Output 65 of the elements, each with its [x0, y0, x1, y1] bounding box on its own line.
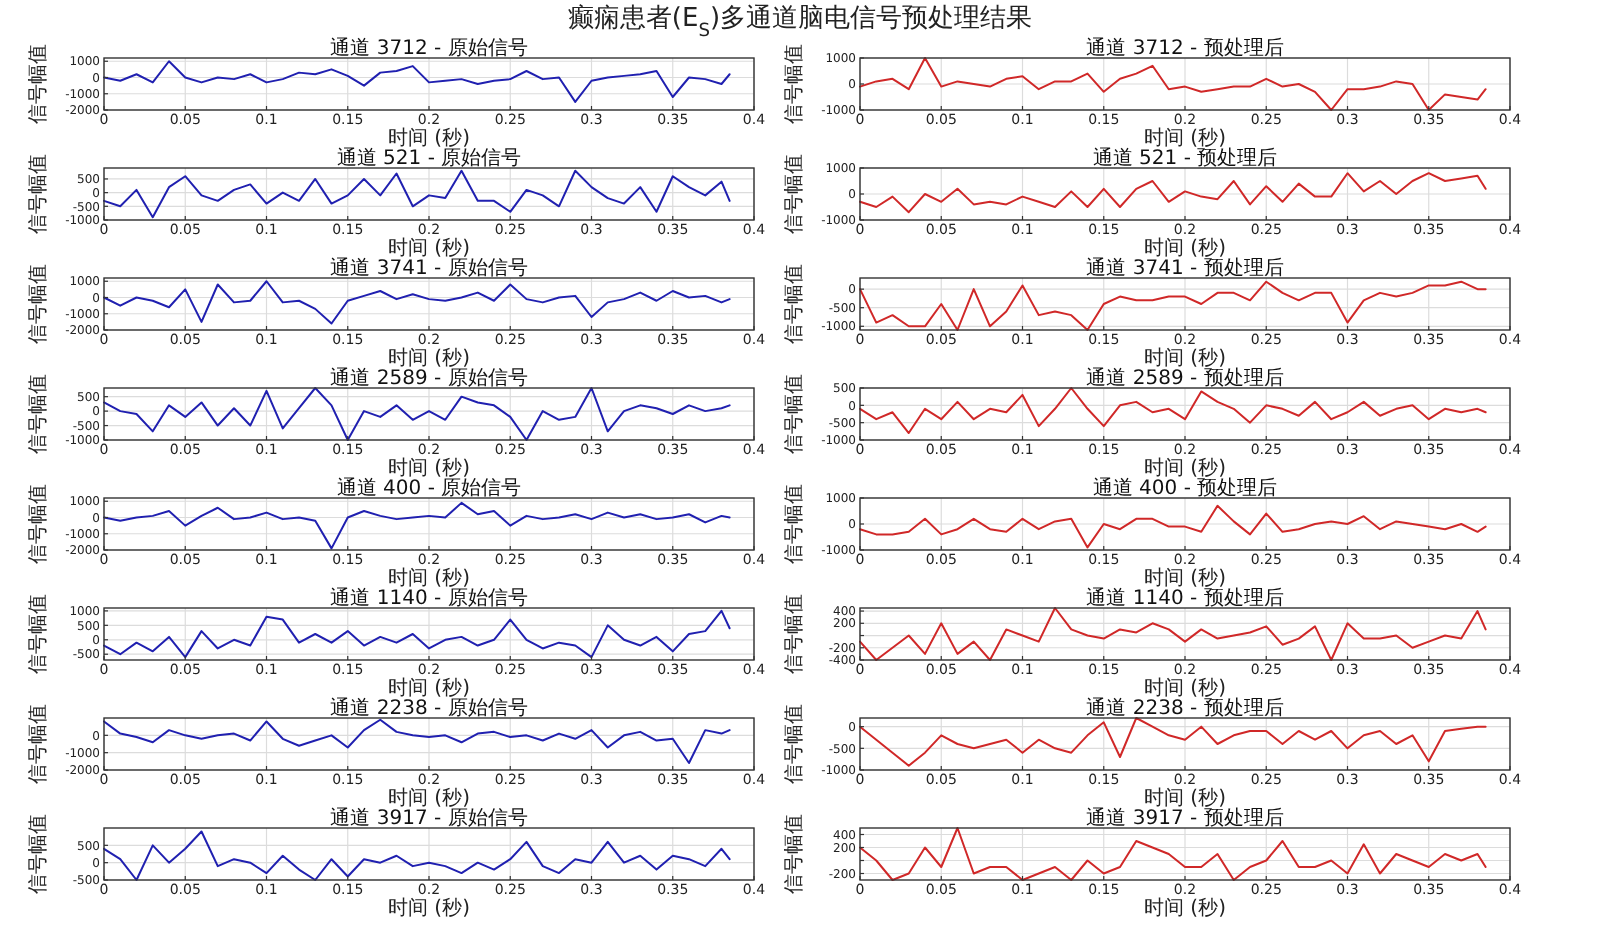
y-axis-title: 信号幅值 [26, 264, 50, 344]
y-axis-title: 信号幅值 [782, 484, 806, 564]
chart-title: 通道 1140 - 预处理后 [1086, 586, 1284, 610]
line-series [103, 609, 731, 659]
x-axis-title: 时间 (秒) [388, 456, 471, 480]
chart-title: 通道 1140 - 原始信号 [330, 586, 528, 610]
x-axis-title: 时间 (秒) [1144, 786, 1227, 810]
line-series [859, 827, 1487, 881]
y-axis-title: 信号幅值 [782, 264, 806, 344]
x-axis-title: 时间 (秒) [388, 786, 471, 810]
x-axis-title: 时间 (秒) [388, 566, 471, 590]
y-axis-title: 信号幅值 [26, 44, 50, 124]
line-series [859, 607, 1487, 661]
x-axis-title: 时间 (秒) [1144, 346, 1227, 370]
y-axis-title: 信号幅值 [26, 484, 50, 564]
chart-title: 通道 3712 - 预处理后 [1086, 36, 1284, 60]
y-axis-title: 信号幅值 [782, 704, 806, 784]
chart-title: 通道 400 - 原始信号 [336, 476, 522, 500]
chart-title: 通道 2589 - 预处理后 [1086, 366, 1284, 390]
y-axis-title: 信号幅值 [782, 154, 806, 234]
x-axis-title: 时间 (秒) [388, 236, 471, 260]
x-axis-title: 时间 (秒) [388, 676, 471, 700]
y-axis-title: 信号幅值 [26, 814, 50, 894]
line-series [103, 387, 731, 441]
x-axis-title: 时间 (秒) [388, 346, 471, 370]
x-axis-title: 时间 (秒) [1144, 236, 1227, 260]
line-series [859, 387, 1487, 435]
x-axis-title: 时间 (秒) [1144, 566, 1227, 590]
line-series [103, 501, 731, 550]
y-axis-title: 信号幅值 [26, 704, 50, 784]
chart-title: 通道 521 - 预处理后 [1092, 146, 1278, 170]
line-series [859, 717, 1487, 767]
chart-title: 通道 3741 - 预处理后 [1086, 256, 1284, 280]
chart-title: 通道 2238 - 原始信号 [330, 696, 528, 720]
y-axis-title: 信号幅值 [782, 374, 806, 454]
x-axis-title: 时间 (秒) [1144, 676, 1227, 700]
y-axis-title: 信号幅值 [26, 594, 50, 674]
y-axis-title: 信号幅值 [782, 814, 806, 894]
x-axis-title: 时间 (秒) [1144, 126, 1227, 150]
y-axis-title: 信号幅值 [26, 154, 50, 234]
line-series [103, 169, 731, 219]
text: 癫痫患者(E$_{S}$)多通道脑电信号预处理结果 [567, 4, 1033, 42]
line-series [859, 57, 1487, 111]
x-axis-title: 时间 (秒) [388, 896, 471, 920]
x-axis-title: 时间 (秒) [388, 126, 471, 150]
x-axis-title: 时间 (秒) [1144, 896, 1227, 920]
chart-title: 通道 2238 - 预处理后 [1086, 696, 1284, 720]
x-axis-title: 时间 (秒) [1144, 456, 1227, 480]
chart-title: 通道 400 - 预处理后 [1092, 476, 1278, 500]
line-series [859, 172, 1487, 214]
y-axis-title: 信号幅值 [782, 594, 806, 674]
line-series [103, 830, 731, 881]
chart-title: 通道 3917 - 原始信号 [330, 806, 528, 830]
chart-title: 通道 521 - 原始信号 [336, 146, 522, 170]
chart-title: 通道 2589 - 原始信号 [330, 366, 528, 390]
line-series [103, 60, 731, 103]
chart-title: 通道 3741 - 原始信号 [330, 256, 528, 280]
y-axis-title: 信号幅值 [782, 44, 806, 124]
y-axis-title: 信号幅值 [26, 374, 50, 454]
line-series [103, 280, 731, 325]
line-series [859, 280, 1487, 331]
chart-title: 通道 3712 - 原始信号 [330, 36, 528, 60]
line-series [859, 504, 1487, 549]
chart-title: 通道 3917 - 预处理后 [1086, 806, 1284, 830]
line-series [103, 718, 731, 765]
